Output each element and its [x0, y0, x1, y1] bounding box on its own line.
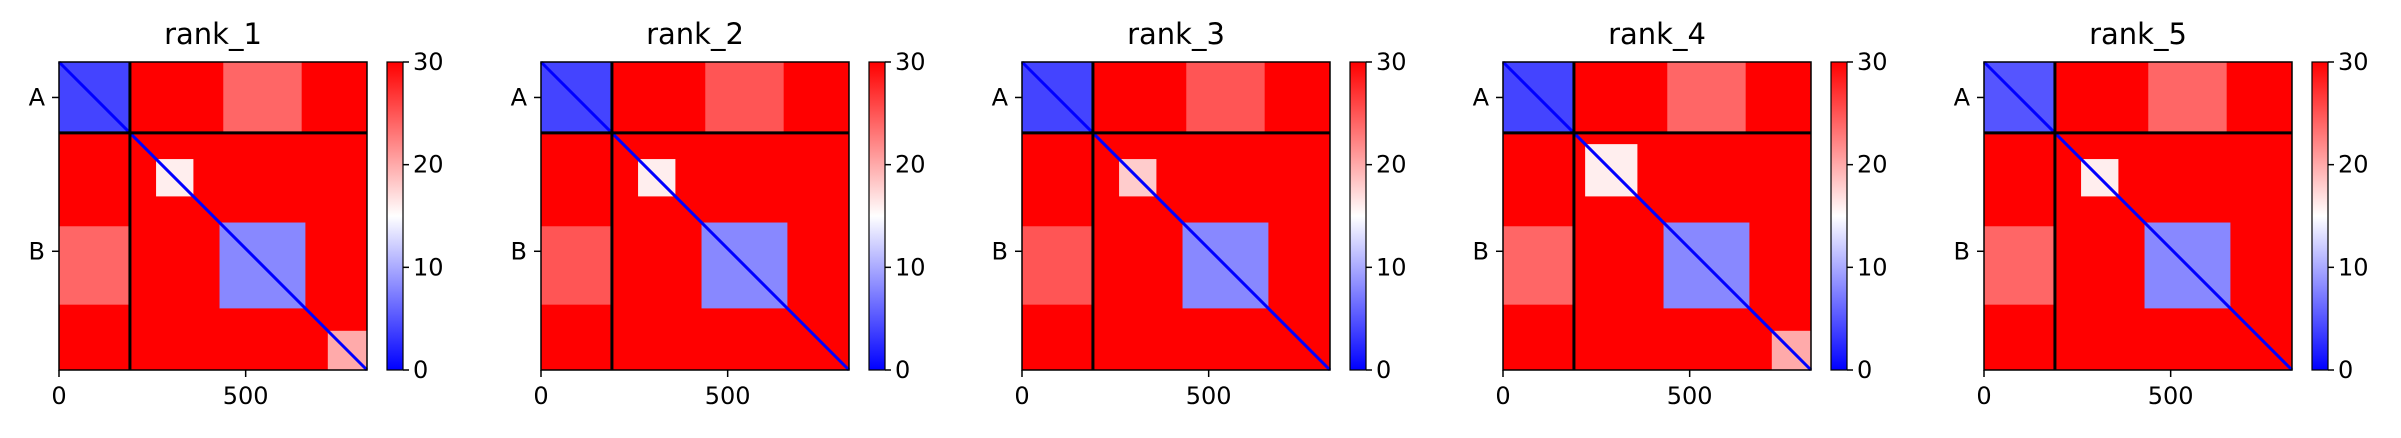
- panel-title: rank_1: [164, 17, 262, 51]
- heatmap-diagonal: [1020, 60, 1332, 372]
- heatmap-block: [223, 62, 302, 133]
- heatmap-block: [1667, 62, 1746, 133]
- colorbar-tick-label: 10: [895, 253, 926, 281]
- y-tick-label: B: [511, 237, 527, 265]
- colorbar-tick-label: 30: [1376, 48, 1407, 76]
- colorbar: [869, 62, 885, 370]
- colorbar: [2312, 62, 2328, 370]
- plot-frame: [1983, 61, 2293, 371]
- y-tick-label: B: [29, 237, 45, 265]
- panel-3: rank_3 0 500 A B 0 10 20 30: [992, 17, 1407, 410]
- colorbar-tick-label: 20: [895, 151, 926, 179]
- y-tick-label: A: [1954, 83, 1971, 111]
- heatmap-block: [59, 226, 130, 305]
- colorbar-tick-label: 10: [1857, 253, 1888, 281]
- panel-5: rank_5 0 500 A B 0 10 20 30: [1954, 17, 2369, 410]
- panel-title: rank_3: [1127, 17, 1225, 51]
- colorbar: [1350, 62, 1366, 370]
- panel-2: rank_2 0 500 A B 0 10 20 30: [511, 17, 926, 410]
- x-tick-label: 0: [1495, 382, 1510, 410]
- colorbar-frame: [1349, 61, 1367, 371]
- colorbar-frame: [386, 61, 404, 371]
- colorbar-tick-label: 20: [2338, 151, 2369, 179]
- heatmap-block: [541, 226, 612, 305]
- y-tick-label: A: [511, 83, 528, 111]
- heatmap-block: [1984, 226, 2055, 305]
- x-tick-label: 500: [223, 382, 269, 410]
- x-tick-label: 500: [1667, 382, 1713, 410]
- heatmap-diagonal: [539, 60, 851, 372]
- heatmap-diagonal: [57, 60, 369, 372]
- y-tick-label: B: [1954, 237, 1970, 265]
- colorbar: [1831, 62, 1847, 370]
- colorbar-tick-label: 0: [1376, 356, 1391, 384]
- heatmap-block: [1503, 226, 1574, 305]
- heatmap-block: [1022, 226, 1093, 305]
- y-tick-label: A: [992, 83, 1009, 111]
- y-tick-label: A: [29, 83, 46, 111]
- colorbar-frame: [2311, 61, 2329, 371]
- colorbar-frame: [1830, 61, 1848, 371]
- colorbar-tick-label: 10: [413, 253, 444, 281]
- colorbar-tick-label: 20: [1376, 151, 1407, 179]
- x-tick-label: 0: [51, 382, 66, 410]
- heatmap-block: [2148, 62, 2227, 133]
- colorbar-tick-label: 30: [1857, 48, 1888, 76]
- colorbar-tick-label: 30: [2338, 48, 2369, 76]
- colorbar-tick-label: 0: [413, 356, 428, 384]
- x-tick-label: 0: [1014, 382, 1029, 410]
- y-tick-label: B: [1473, 237, 1489, 265]
- colorbar-tick-label: 30: [413, 48, 444, 76]
- colorbar-tick-label: 10: [1376, 253, 1407, 281]
- colorbar-tick-label: 30: [895, 48, 926, 76]
- plot-frame: [540, 61, 850, 371]
- y-tick-label: A: [1473, 83, 1490, 111]
- x-tick-label: 0: [1976, 382, 1991, 410]
- x-tick-label: 0: [533, 382, 548, 410]
- colorbar-frame: [868, 61, 886, 371]
- plot-frame: [1021, 61, 1331, 371]
- panel-title: rank_2: [646, 17, 744, 51]
- colorbar-tick-label: 0: [2338, 356, 2353, 384]
- colorbar: [387, 62, 403, 370]
- x-tick-label: 500: [705, 382, 751, 410]
- plot-frame: [1502, 61, 1812, 371]
- colorbar-tick-label: 0: [895, 356, 910, 384]
- panel-title: rank_4: [1608, 17, 1706, 51]
- heatmap-block: [1186, 62, 1265, 133]
- heatmap-diagonal: [1982, 60, 2294, 372]
- panel-4: rank_4 0 500 A B 0 10 20 30: [1473, 17, 1888, 410]
- panel-1: rank_1 0 500 A B 0 10 20 30: [29, 17, 444, 410]
- colorbar-tick-label: 20: [413, 151, 444, 179]
- x-tick-label: 500: [1186, 382, 1232, 410]
- colorbar-tick-label: 10: [2338, 253, 2369, 281]
- heatmap-diagonal: [1501, 60, 1813, 372]
- heatmap-block: [705, 62, 784, 133]
- colorbar-tick-label: 20: [1857, 151, 1888, 179]
- plot-frame: [58, 61, 368, 371]
- panel-title: rank_5: [2089, 17, 2187, 51]
- colorbar-tick-label: 0: [1857, 356, 1872, 384]
- y-tick-label: B: [992, 237, 1008, 265]
- x-tick-label: 500: [2148, 382, 2194, 410]
